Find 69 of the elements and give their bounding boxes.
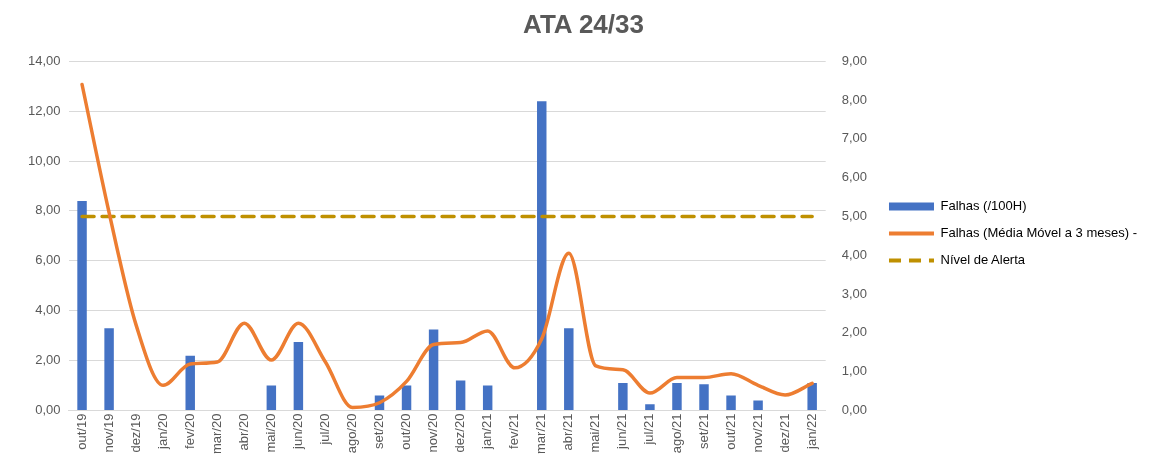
x-tick-label: mar/21: [533, 413, 549, 455]
y-tick-label: 6,00: [35, 252, 61, 268]
bar: [537, 101, 547, 411]
x-tick-label: fev/21: [506, 413, 522, 449]
bar: [77, 200, 87, 411]
x-tick-label: dez/20: [452, 413, 468, 453]
legend-label: Nível de Alerta: [940, 252, 1026, 268]
legend-label: Falhas (Média Móvel a 3 meses) -: [940, 225, 1137, 241]
y-tick-label: 2,00: [35, 352, 61, 368]
bar: [482, 385, 493, 411]
y2-tick-label: 6,00: [841, 169, 867, 185]
x-tick-label: jul/21: [641, 413, 657, 446]
bar: [807, 383, 817, 411]
bar: [401, 385, 412, 411]
x-tick-label: jun/20: [289, 413, 305, 450]
y-tick-label: 10,00: [27, 152, 61, 168]
bar: [645, 404, 655, 411]
x-tick-label: out/21: [722, 413, 738, 450]
bar: [699, 384, 709, 411]
bar: [266, 385, 277, 411]
bar: [753, 400, 763, 411]
bar: [726, 395, 736, 411]
x-tick-label: mar/20: [208, 413, 224, 455]
x-tick-label: mai/21: [587, 413, 603, 453]
x-tick-label: jun/21: [614, 413, 630, 450]
legend-label: Falhas (/100H): [940, 198, 1027, 214]
x-tick-label: ago/20: [344, 413, 360, 454]
x-tick-label: set/21: [695, 413, 711, 449]
y2-tick-label: 2,00: [841, 324, 867, 340]
y2-tick-label: 1,00: [841, 363, 867, 379]
y2-tick-label: 0,00: [841, 402, 867, 418]
bar: [564, 328, 574, 411]
x-tick-label: jan/21: [479, 413, 495, 450]
x-tick-label: mai/20: [262, 413, 278, 453]
chart-title: ATA 24/33: [523, 8, 644, 39]
x-tick-label: jan/20: [154, 413, 170, 450]
y-tick-label: 14,00: [27, 52, 61, 68]
bar: [618, 383, 628, 411]
line-series: [80, 82, 814, 410]
bar: [293, 341, 304, 411]
x-tick-label: set/20: [371, 413, 387, 449]
x-tick-label: fev/20: [181, 413, 197, 449]
y2-tick-label: 4,00: [841, 246, 867, 262]
x-tick-label: abr/20: [235, 413, 251, 451]
y-tick-label: 4,00: [35, 302, 61, 318]
x-tick-label: dez/19: [127, 413, 143, 453]
bar: [672, 383, 682, 411]
x-tick-label: out/20: [398, 413, 414, 450]
x-tick-label: out/19: [73, 413, 89, 450]
bar: [455, 380, 466, 411]
x-tick-label: jul/20: [317, 413, 332, 446]
y2-tick-label: 8,00: [841, 91, 867, 107]
bar: [185, 355, 195, 411]
bar: [428, 329, 439, 411]
x-tick-label: ago/21: [668, 413, 684, 454]
y-tick-label: 0,00: [35, 402, 61, 418]
x-tick-label: jan/22: [803, 413, 819, 450]
x-tick-label: abr/21: [560, 413, 576, 451]
y-tick-label: 12,00: [27, 102, 61, 118]
x-tick-label: nov/21: [749, 413, 765, 453]
x-tick-label: dez/21: [776, 413, 792, 453]
y-tick-label: 8,00: [35, 202, 61, 218]
y2-tick-label: 7,00: [841, 130, 867, 146]
bar: [104, 328, 114, 411]
y2-tick-label: 5,00: [841, 208, 867, 224]
y2-tick-label: 3,00: [841, 285, 867, 301]
y2-tick-label: 9,00: [841, 52, 867, 68]
x-tick-label: nov/20: [425, 413, 441, 453]
x-tick-label: nov/19: [100, 413, 116, 453]
